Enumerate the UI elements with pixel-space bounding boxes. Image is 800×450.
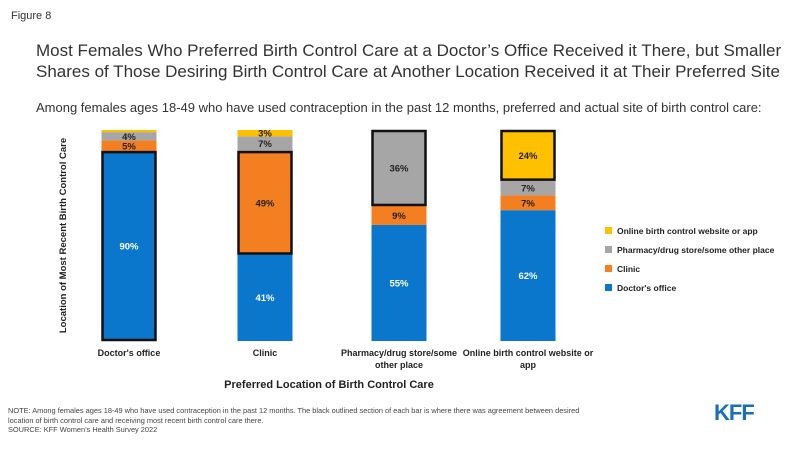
bar-segment-1-cat-3	[371, 224, 427, 341]
chart-title-line-2: Shares of Those Desiring Birth Control C…	[36, 62, 780, 81]
legend-label-1: Online birth control website or app	[617, 226, 758, 236]
x-axis-title: Preferred Location of Birth Control Care	[224, 379, 434, 391]
data-label-1-cat-2: 41%	[255, 293, 275, 304]
chart-title-line-1: Most Females Who Preferred Birth Control…	[36, 41, 782, 60]
data-label-1-cat-1: 90%	[119, 242, 139, 253]
note-line-1: NOTE: Among females ages 18-49 who have …	[8, 406, 580, 415]
bar-segment-3-cat-1	[101, 132, 157, 141]
bar-segment-1-cat-1	[101, 151, 157, 341]
note-line-2: location of birth control care and recei…	[8, 415, 264, 425]
category-label-1-line-1: Doctor's office	[98, 348, 161, 358]
category-label-2-line-1: Clinic	[253, 348, 278, 358]
legend-swatch-3	[605, 265, 612, 272]
bar-segment-4-cat-1	[101, 130, 157, 133]
y-axis-title: Location of Most Recent Birth Control Ca…	[58, 138, 69, 333]
data-label-3-cat-4: 7%	[521, 184, 535, 195]
data-label-1-cat-4: 62%	[518, 271, 538, 282]
bar-segment-4-cat-2	[237, 130, 293, 137]
bar-segment-1-cat-2	[237, 254, 293, 341]
category-label-4-line-1: Online birth control website or	[463, 348, 594, 358]
data-label-3-cat-1: 4%	[122, 132, 136, 143]
bar-segment-1-cat-4	[500, 210, 556, 341]
data-label-2-cat-4: 7%	[521, 198, 535, 209]
bar-segment-2-cat-1	[101, 140, 157, 152]
bar-segment-2-cat-4	[500, 195, 556, 211]
figure-label: Figure 8	[11, 10, 52, 22]
legend-swatch-1	[605, 227, 612, 234]
legend-label-3: Clinic	[617, 264, 640, 274]
bar-segment-3-cat-2	[237, 136, 293, 152]
bar-segment-3-cat-4	[500, 180, 556, 196]
data-label-3-cat-2: 7%	[258, 139, 272, 150]
category-label-3-line-2: other place	[375, 360, 423, 370]
chart-note: NOTE: Among females ages 18-49 who have …	[8, 406, 698, 435]
agreement-outline-cat-3	[371, 129, 427, 207]
category-label-3-line-1: Pharmacy/drug store/some	[341, 348, 457, 358]
kff-logo: KFF	[714, 400, 755, 425]
data-label-3-cat-3: 36%	[389, 163, 409, 174]
agreement-outline-cat-1	[101, 150, 157, 342]
chart-title: Most Females Who Preferred Birth Control…	[36, 40, 796, 82]
bar-segment-2-cat-3	[371, 205, 427, 225]
chart-subtitle: Among females ages 18-49 who have used c…	[36, 100, 762, 115]
agreement-outline-cat-2	[237, 150, 293, 255]
data-label-2-cat-3: 9%	[392, 211, 406, 222]
bar-segment-3-cat-3	[371, 130, 427, 206]
legend-label-4: Doctor's office	[617, 283, 676, 293]
legend-swatch-4	[605, 284, 612, 291]
data-label-1-cat-3: 55%	[389, 278, 409, 289]
agreement-outline-cat-4	[500, 129, 556, 181]
legend-label-2: Pharmacy/drug store/some other place	[617, 245, 775, 255]
bar-segment-4-cat-4	[500, 130, 556, 181]
category-label-4-line-2: app	[520, 360, 537, 370]
bar-segment-2-cat-2	[237, 151, 293, 255]
source-line: SOURCE: KFF Women’s Health Survey 2022	[8, 425, 158, 434]
stacked-bar-chart: 90%5%4%Doctor's office41%49%7%3%Clinic55…	[58, 129, 775, 391]
legend-swatch-2	[605, 246, 612, 253]
data-label-2-cat-2: 49%	[255, 198, 275, 209]
data-label-4-cat-4: 24%	[518, 151, 538, 162]
data-label-2-cat-1: 5%	[122, 141, 136, 152]
data-label-4-cat-2: 3%	[258, 129, 272, 140]
